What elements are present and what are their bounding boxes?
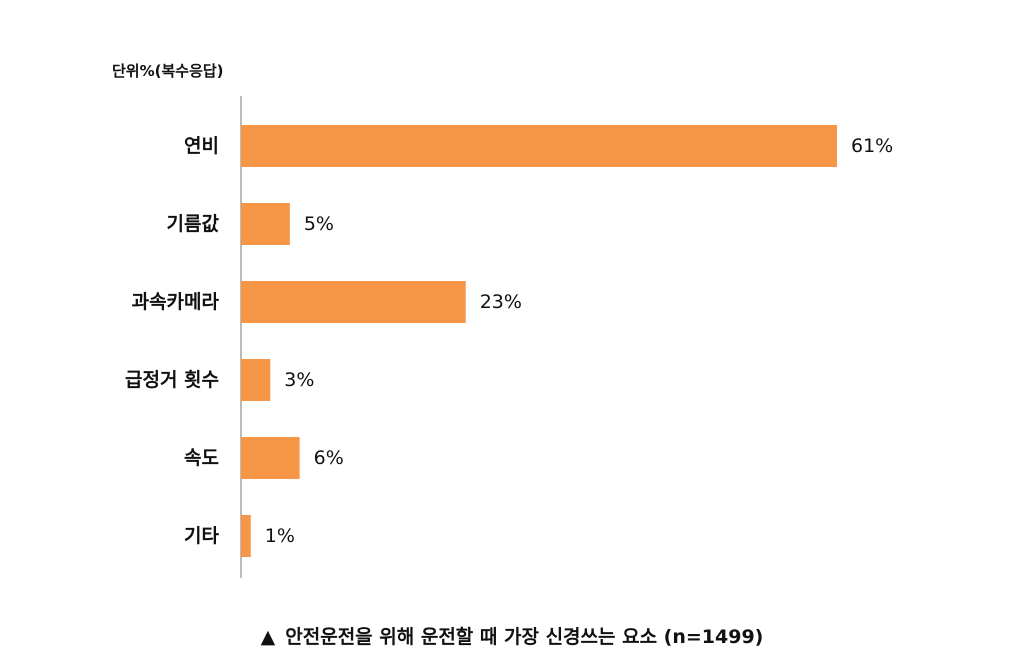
triangle-up-icon: ▲ [260, 626, 276, 648]
bar-0 [241, 125, 837, 167]
value-label-1: 5% [304, 213, 334, 235]
bar-chart: 연비 61% 기름값 5% 과속카메라 23% 급정거 횟수 3% 속도 6% 기타 1% [125, 96, 893, 578]
bar-2 [241, 281, 466, 323]
bar-1 [241, 203, 290, 245]
bar-5 [241, 515, 251, 557]
category-label-5: 기타 [184, 525, 219, 547]
value-label-5: 1% [265, 525, 295, 547]
value-label-3: 3% [284, 369, 314, 391]
category-label-1: 기름값 [167, 213, 220, 235]
value-label-0: 61% [851, 135, 893, 157]
bar-4 [241, 437, 300, 479]
category-label-4: 속도 [184, 447, 219, 469]
value-label-2: 23% [480, 291, 522, 313]
bar-3 [241, 359, 271, 401]
caption-text: 안전운전을 위해 운전할 때 가장 신경쓰는 요소 (n=1499) [285, 626, 764, 648]
category-label-2: 과속카메라 [132, 291, 220, 313]
unit-label: 단위%(복수응답) [112, 62, 224, 80]
bars-group: 연비 61% 기름값 5% 과속카메라 23% 급정거 횟수 3% 속도 6% 기타 1% [125, 125, 893, 557]
category-label-3: 급정거 횟수 [125, 369, 219, 391]
value-label-4: 6% [314, 447, 344, 469]
category-label-0: 연비 [184, 135, 219, 157]
chart-caption: ▲ 안전운전을 위해 운전할 때 가장 신경쓰는 요소 (n=1499) [0, 622, 1024, 649]
